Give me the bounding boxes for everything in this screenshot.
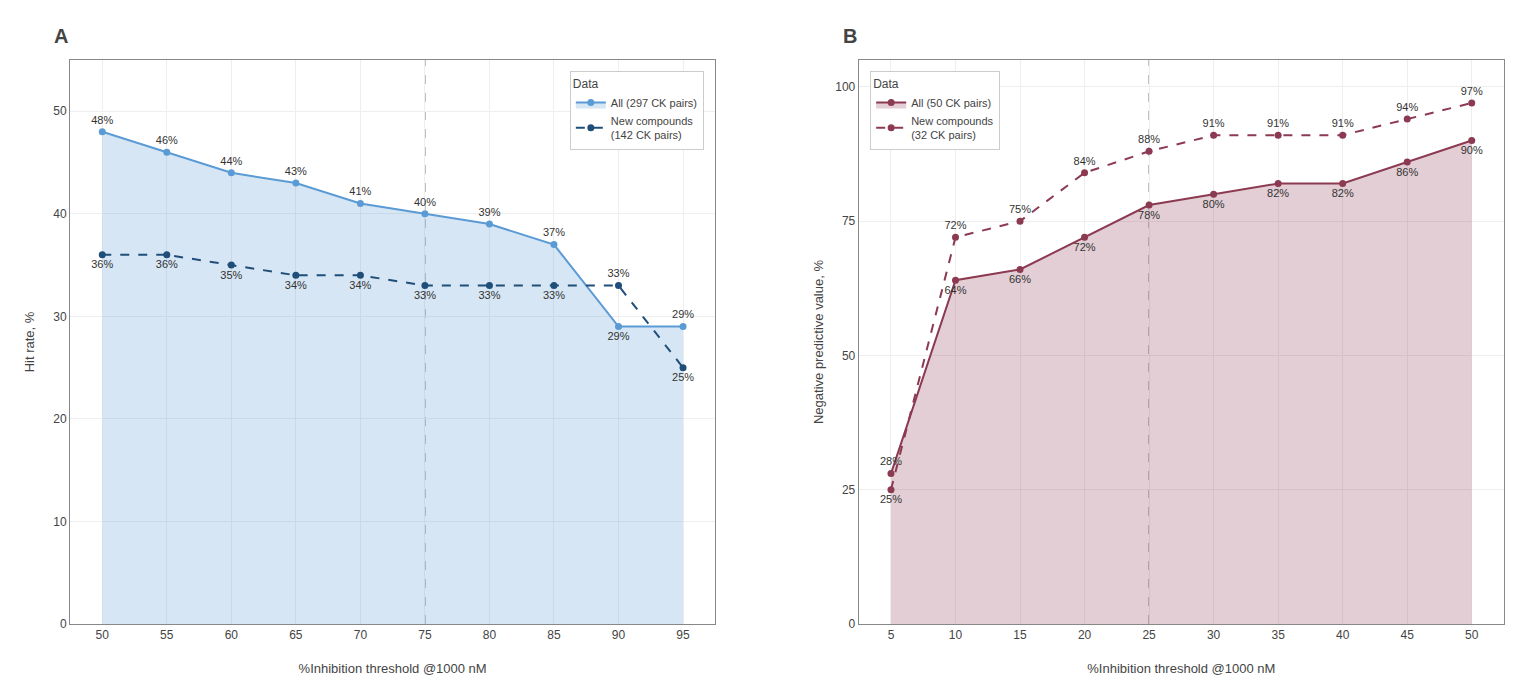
svg-text:97%: 97% [1461,85,1483,97]
svg-text:29%: 29% [672,308,694,320]
svg-text:37%: 37% [543,226,565,238]
svg-text:88%: 88% [1138,133,1160,145]
svg-text:91%: 91% [1203,117,1225,129]
svg-text:33%: 33% [543,289,565,301]
svg-text:100: 100 [835,80,855,94]
svg-text:75: 75 [842,214,856,228]
svg-text:94%: 94% [1396,101,1418,113]
svg-text:46%: 46% [156,134,178,146]
svg-text:36%: 36% [91,258,113,270]
svg-text:%Inhibition threshold @1000 nM: %Inhibition threshold @1000 nM [1087,661,1275,676]
svg-text:64%: 64% [944,284,966,296]
svg-text:80%: 80% [1203,198,1225,210]
svg-text:75%: 75% [1009,203,1031,215]
svg-text:34%: 34% [285,279,307,291]
svg-text:Data: Data [573,77,599,91]
svg-text:Data: Data [873,77,899,91]
svg-text:25%: 25% [672,371,694,383]
svg-text:20: 20 [53,412,67,426]
svg-text:25: 25 [1142,628,1156,642]
svg-text:10: 10 [53,515,67,529]
svg-text:%Inhibition threshold @1000 nM: %Inhibition threshold @1000 nM [299,661,487,676]
svg-text:35: 35 [1271,628,1285,642]
svg-text:36%: 36% [156,258,178,270]
svg-text:41%: 41% [349,185,371,197]
svg-text:90: 90 [612,628,626,642]
svg-text:85: 85 [547,628,561,642]
svg-text:48%: 48% [91,114,113,126]
svg-text:29%: 29% [607,330,629,342]
svg-text:39%: 39% [478,206,500,218]
svg-text:33%: 33% [414,289,436,301]
svg-text:34%: 34% [349,279,371,291]
svg-text:All (50 CK pairs): All (50 CK pairs) [911,97,991,109]
svg-text:75: 75 [418,628,432,642]
svg-text:60: 60 [225,628,239,642]
svg-text:40: 40 [53,207,67,221]
svg-text:25%: 25% [880,493,902,505]
svg-text:5: 5 [888,628,895,642]
svg-text:91%: 91% [1267,117,1289,129]
svg-text:70: 70 [354,628,368,642]
svg-text:90%: 90% [1461,144,1483,156]
svg-text:New compounds(32 CK pairs): New compounds(32 CK pairs) [911,115,993,141]
svg-text:30: 30 [1207,628,1221,642]
svg-text:78%: 78% [1138,209,1160,221]
svg-text:25: 25 [842,483,856,497]
svg-text:35%: 35% [220,269,242,281]
svg-text:Hit rate, %: Hit rate, % [22,311,37,372]
svg-text:65: 65 [289,628,303,642]
svg-text:B: B [843,25,857,47]
svg-text:20: 20 [1078,628,1092,642]
svg-text:50: 50 [1465,628,1479,642]
svg-text:72%: 72% [1074,241,1096,253]
svg-text:All (297 CK pairs): All (297 CK pairs) [611,97,697,109]
svg-text:A: A [54,25,68,47]
svg-text:40: 40 [1336,628,1350,642]
svg-text:30: 30 [53,310,67,324]
svg-text:43%: 43% [285,165,307,177]
svg-text:82%: 82% [1332,187,1354,199]
svg-text:50: 50 [96,628,110,642]
svg-text:91%: 91% [1332,117,1354,129]
svg-text:84%: 84% [1074,155,1096,167]
svg-text:0: 0 [60,617,67,631]
svg-text:44%: 44% [220,155,242,167]
svg-text:50: 50 [842,349,856,363]
svg-text:66%: 66% [1009,273,1031,285]
svg-text:0: 0 [849,617,856,631]
svg-text:72%: 72% [944,219,966,231]
svg-text:80: 80 [483,628,497,642]
svg-text:86%: 86% [1396,166,1418,178]
svg-text:Negative predictive value, %: Negative predictive value, % [811,260,826,424]
svg-text:28%: 28% [880,455,902,467]
svg-text:15: 15 [1013,628,1027,642]
svg-text:40%: 40% [414,196,436,208]
svg-text:82%: 82% [1267,187,1289,199]
svg-text:33%: 33% [607,267,629,279]
svg-text:95: 95 [676,628,690,642]
svg-text:33%: 33% [478,289,500,301]
svg-text:50: 50 [53,104,67,118]
svg-text:45: 45 [1401,628,1415,642]
svg-text:55: 55 [160,628,174,642]
svg-text:10: 10 [949,628,963,642]
svg-text:New compounds(142 CK pairs): New compounds(142 CK pairs) [611,115,693,141]
